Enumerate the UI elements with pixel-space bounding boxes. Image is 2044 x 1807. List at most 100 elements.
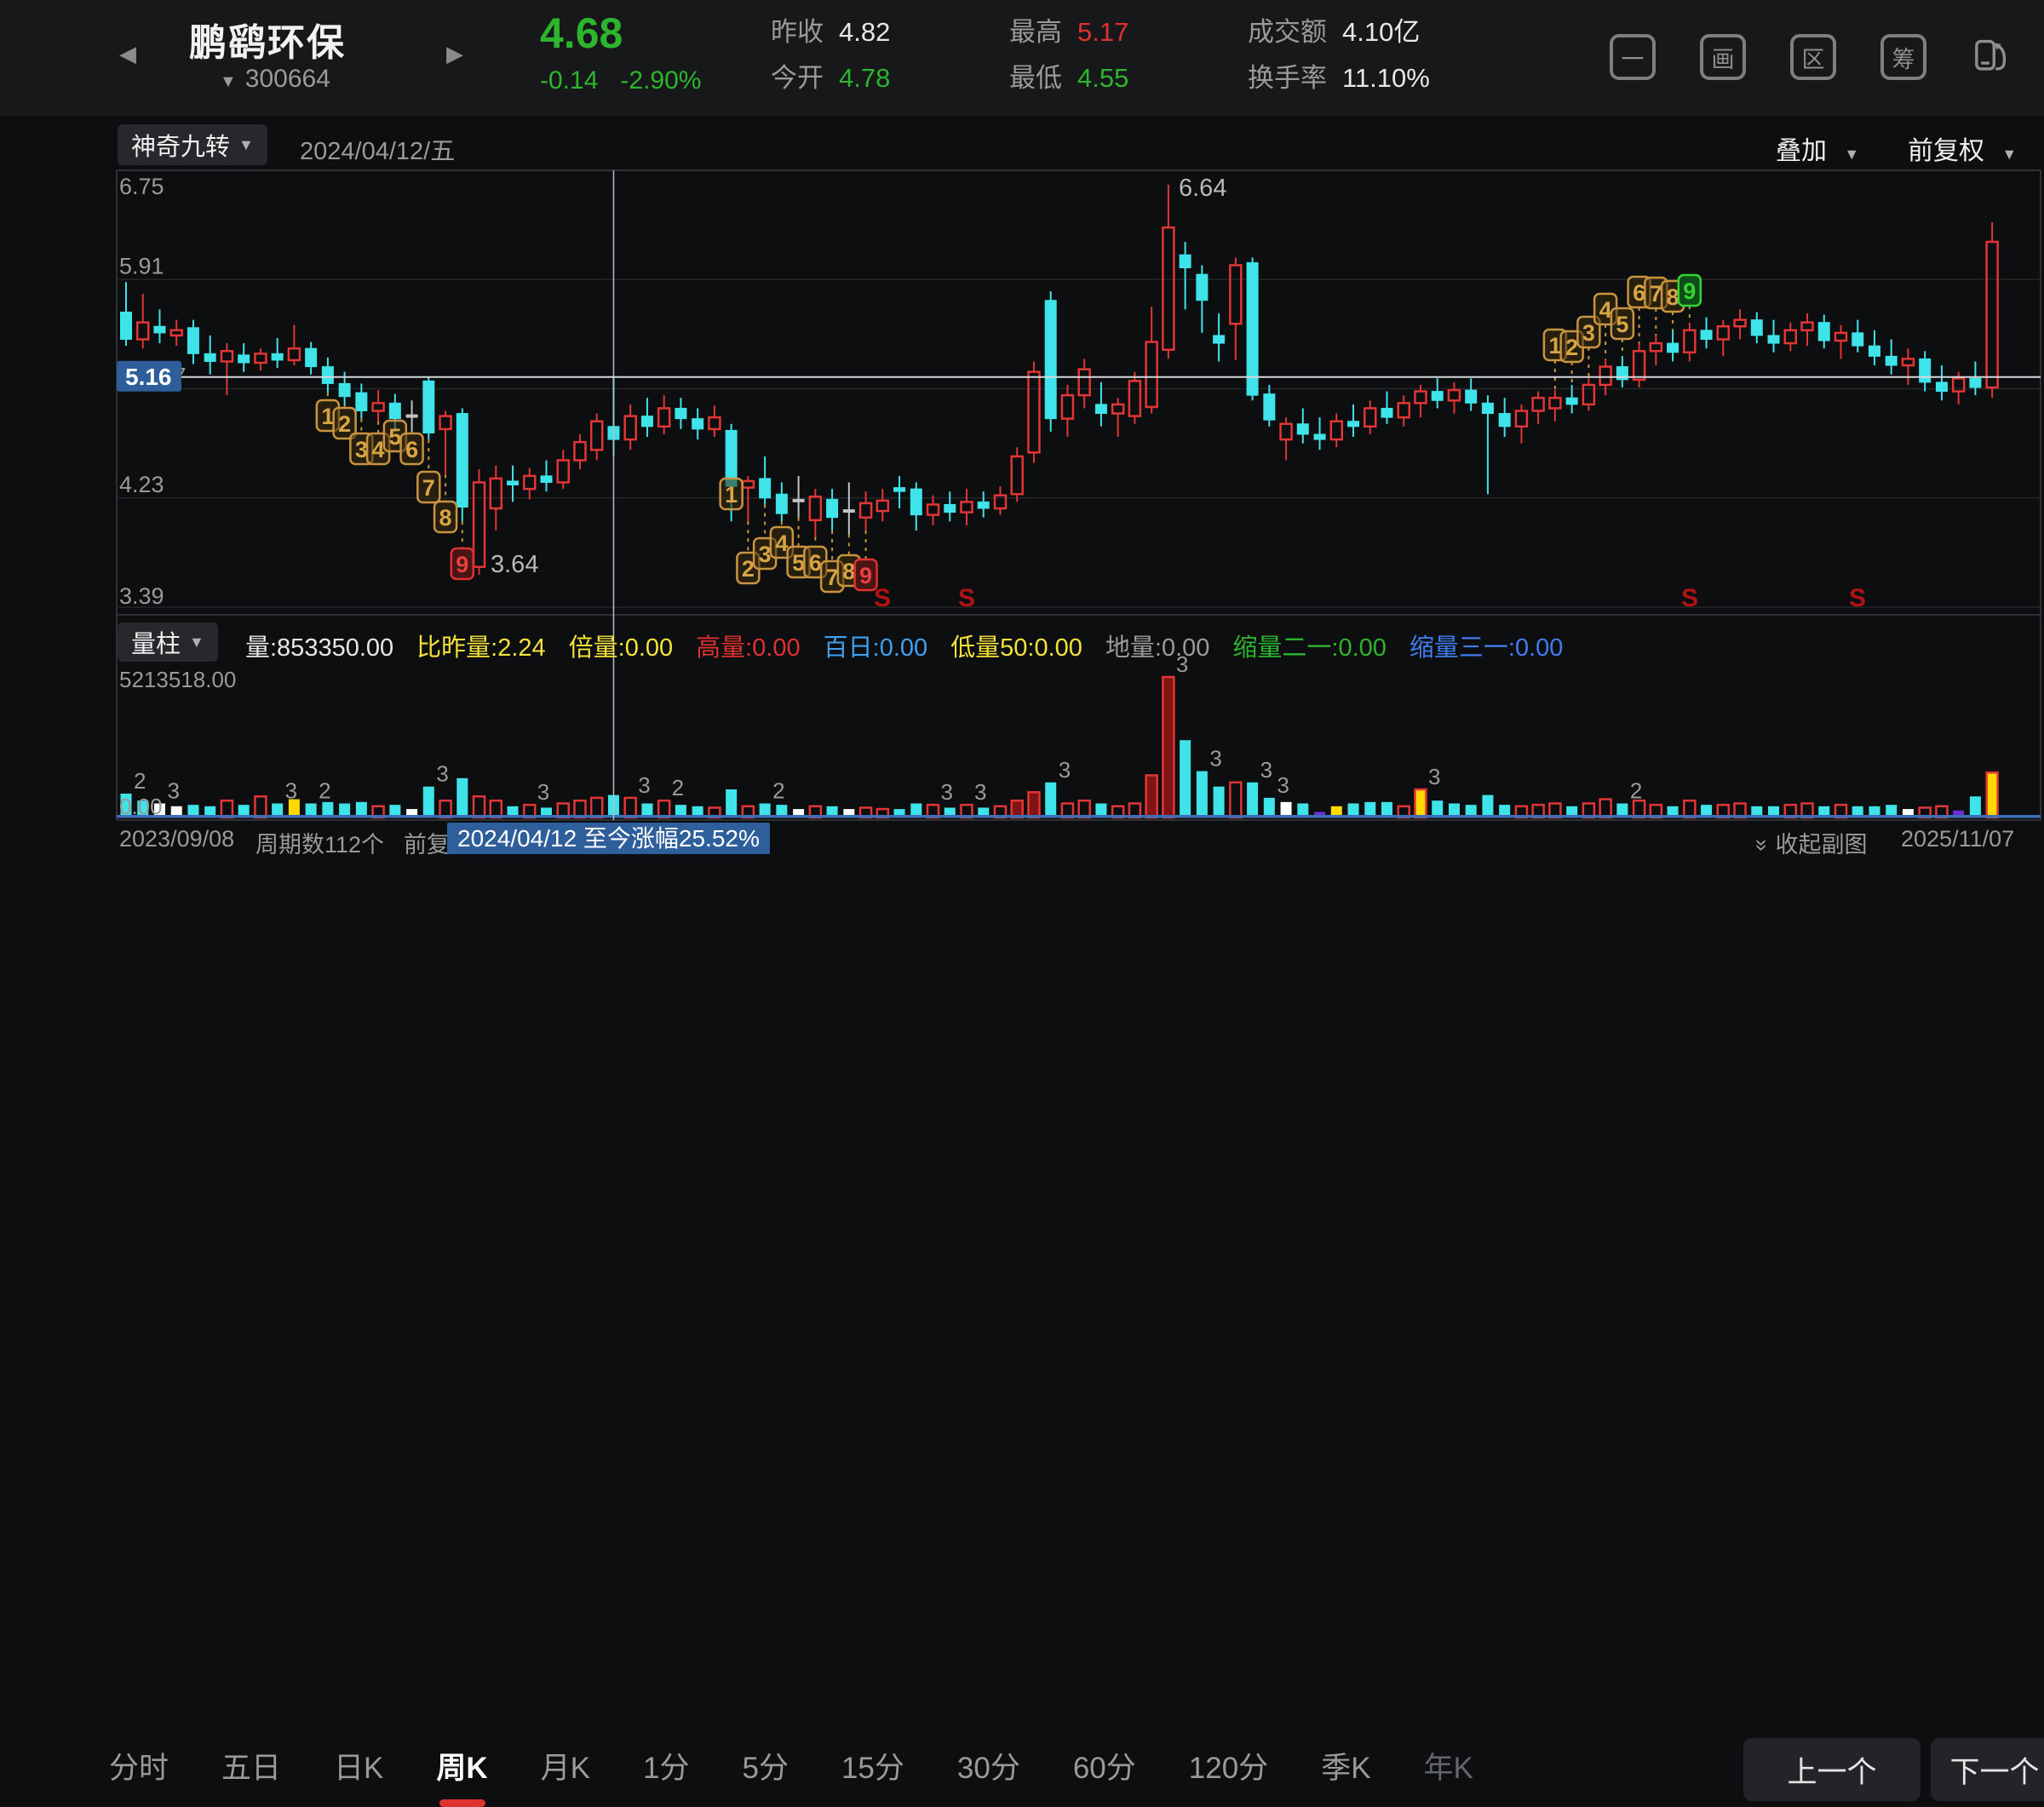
svg-text:3: 3 [1260,757,1272,783]
change-value: -0.14 [540,66,599,95]
prev-stock-arrow-icon[interactable]: ◀ [119,41,136,66]
single-chart-icon[interactable]: 一 [1610,34,1656,80]
volume-stat: 量:853350.00 [245,634,394,662]
svg-text:9: 9 [1683,278,1696,304]
svg-text:8: 8 [1667,284,1679,310]
tab-120分[interactable]: 120分 [1189,1744,1268,1807]
svg-text:3: 3 [285,778,297,804]
svg-text:3: 3 [355,437,368,462]
double-chevron-down-icon: » [1749,839,1776,852]
volume-stat: 缩量二一:0.00 [1232,634,1387,662]
volume-stat: 缩量三一:0.00 [1409,634,1564,662]
svg-text:3: 3 [1277,772,1289,798]
svg-text:3: 3 [1209,746,1221,772]
stat-value: 4.10亿 [1342,17,1421,47]
svg-text:9: 9 [456,552,468,577]
tab-日K[interactable]: 日K [334,1744,383,1807]
header-stat: 今开 4.78 [771,56,1009,102]
svg-text:2: 2 [338,411,351,437]
stat-label: 成交额 [1248,17,1327,47]
range-gain-highlight: 2024/04/12 至今涨幅25.52% [447,823,770,854]
svg-text:3: 3 [1059,757,1071,783]
tab-五日[interactable]: 五日 [221,1744,281,1807]
svg-text:2: 2 [742,556,755,582]
tab-季K[interactable]: 季K [1321,1744,1370,1807]
svg-text:9: 9 [859,563,872,588]
volume-indicator-selector[interactable]: 量柱 ▼ [118,622,218,662]
svg-text:6: 6 [809,550,822,576]
stock-code-row[interactable]: ▼ 300664 [220,65,330,94]
indicator-selector[interactable]: 神奇九转 ▼ [118,124,267,165]
header-stat: 最低 4.55 [1009,56,1248,102]
tab-周K[interactable]: 周K [436,1744,488,1807]
svg-text:3: 3 [167,778,179,804]
svg-text:3: 3 [436,761,448,787]
price-change: -0.14 -2.90% [540,66,723,95]
volume-stat: 低量50:0.00 [950,634,1082,662]
svg-text:5: 5 [792,550,805,576]
volume-indicator-stats: 量:853350.00 比昨量:2.24 倍量:0.00 高量:0.00 百日:0.00… [245,628,1563,663]
svg-text:2: 2 [134,768,146,794]
svg-text:4.23: 4.23 [119,472,164,497]
indicator-selector-label: 神奇九转 [131,134,231,161]
svg-text:5.16: 5.16 [125,364,172,390]
tab-label: 周K [436,1752,488,1785]
tab-30分[interactable]: 30分 [957,1744,1020,1807]
svg-text:5: 5 [1616,312,1628,337]
tab-月K[interactable]: 月K [541,1744,590,1807]
next-stock-button[interactable]: 下一个 [1931,1738,2044,1801]
svg-text:4: 4 [1599,297,1612,323]
collapse-label: 收起副图 [1775,832,1868,858]
active-tab-underline [850,1799,896,1807]
timeline-end-date: 2025/11/07 [1901,826,2015,852]
zone-icon[interactable]: 区 [1790,34,1836,80]
svg-text:S: S [1681,584,1698,612]
tab-5分[interactable]: 5分 [743,1744,789,1807]
svg-text:7: 7 [422,475,435,501]
chevron-down-icon: ▼ [238,135,254,153]
rotate-phone-icon[interactable] [1971,34,2010,73]
svg-text:3: 3 [1582,320,1595,346]
previous-stock-button[interactable]: 上一个 [1743,1738,1921,1801]
next-stock-arrow-icon[interactable]: ▶ [446,41,463,66]
header-stat: 换手率 11.10% [1248,56,1486,102]
chevron-down-icon: ▼ [189,633,204,651]
header: ◀ 鹏鹞环保 ▼ 300664 ▶ 4.68 -0.14 -2.90% 昨收 4.82… [0,0,2044,116]
header-stats: 昨收 4.82 今开 4.78 最高 5.17 最低 4.55 成交额 4.10亿 换手率 11.10… [771,10,1486,102]
svg-text:3.64: 3.64 [491,551,538,578]
timeline-start-date: 2023/09/08 [119,826,235,852]
svg-text:3: 3 [638,772,650,798]
svg-text:S: S [958,584,975,612]
svg-text:6.75: 6.75 [119,174,164,199]
svg-text:7: 7 [826,565,839,590]
tab-1分[interactable]: 1分 [643,1744,689,1807]
adjust-mode-button[interactable]: 前复权 ▼ [1908,129,2017,167]
tab-15分[interactable]: 15分 [841,1744,904,1807]
chips-icon[interactable]: 筹 [1880,34,1926,80]
tab-分时[interactable]: 分时 [109,1744,169,1807]
tab-label: 月K [540,1752,591,1785]
svg-text:8: 8 [842,559,855,584]
tab-label: 日K [334,1752,384,1785]
volume-indicator-label: 量柱 [131,631,181,658]
active-tab-underline [643,1799,689,1807]
tab-年K[interactable]: 年K [1424,1744,1473,1807]
stat-value: 5.17 [1077,17,1129,47]
svg-text:3.39: 3.39 [119,583,164,609]
draw-icon[interactable]: 画 [1700,34,1746,80]
active-tab-underline [966,1799,1012,1807]
tab-label: 15分 [841,1752,904,1785]
stat-label: 今开 [771,63,824,93]
overlay-button[interactable]: 叠加 ▼ [1776,129,1859,167]
active-tab-underline [228,1799,274,1807]
tab-60分[interactable]: 60分 [1073,1744,1136,1807]
svg-text:7: 7 [1650,281,1662,307]
stat-value: 4.78 [839,63,891,93]
stat-label: 最低 [1009,63,1062,93]
adjust-label: 前复权 [1908,137,1984,165]
svg-text:2: 2 [1630,778,1642,804]
stat-label: 换手率 [1248,63,1327,93]
collapse-subchart-button[interactable]: »收起副图 [1750,826,1868,859]
stock-dropdown-icon: ▼ [220,72,237,91]
